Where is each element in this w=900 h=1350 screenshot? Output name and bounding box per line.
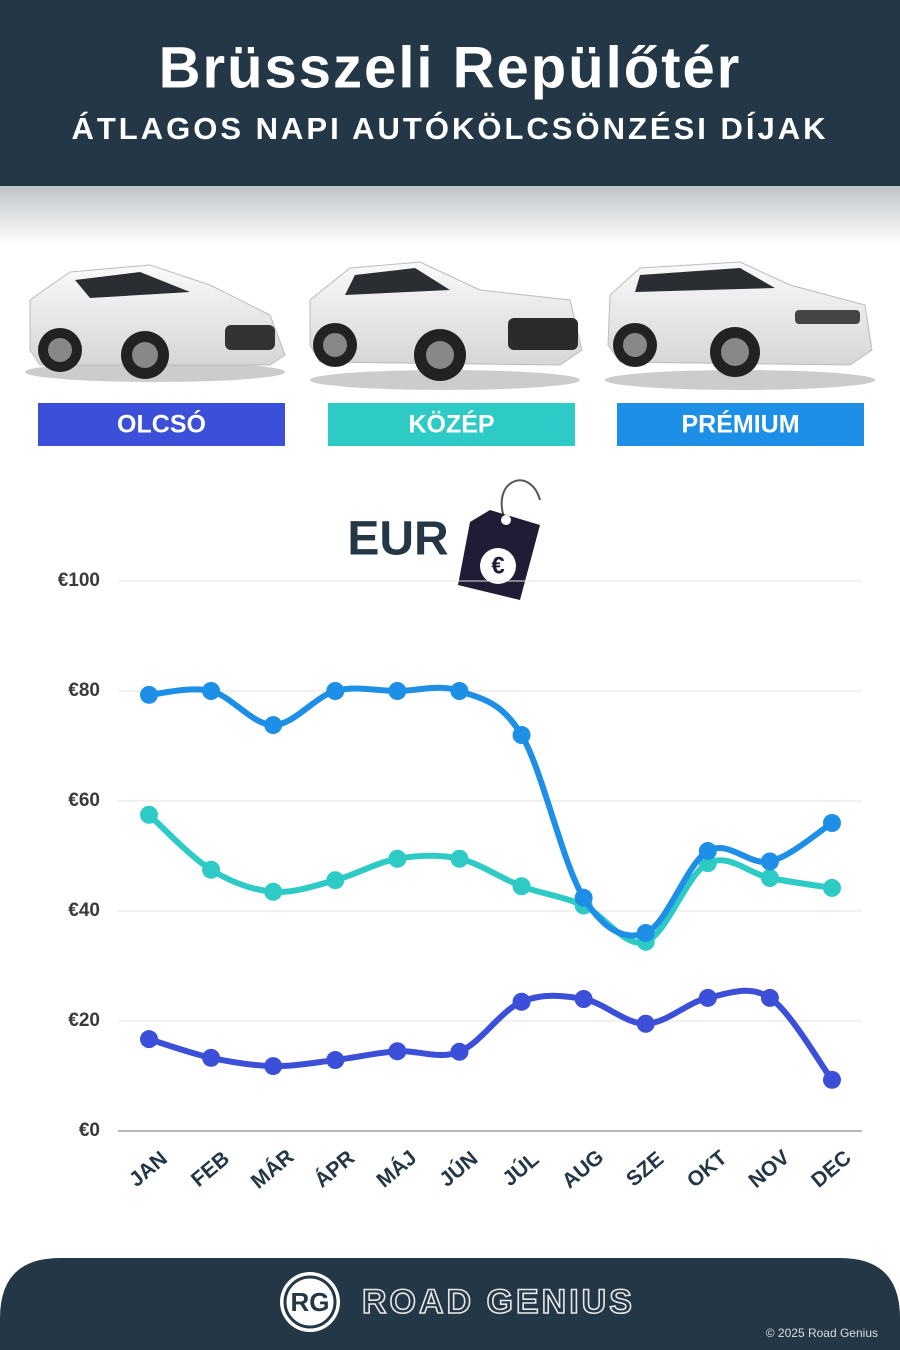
series-line	[146, 684, 835, 939]
x-tick-label: JÚL	[498, 1147, 544, 1191]
unit-label: EUR	[347, 513, 448, 566]
header-band	[0, 0, 900, 186]
logo-ring	[283, 1275, 337, 1329]
series-line	[146, 811, 835, 946]
data-point	[450, 682, 469, 700]
x-tick-label: JÚN	[435, 1146, 483, 1191]
data-point	[140, 1030, 158, 1049]
x-tick-label: DEC	[807, 1146, 856, 1192]
legend-label: PRÉMIUM	[681, 410, 799, 439]
y-tick-label: €60	[68, 790, 100, 811]
data-point	[574, 888, 593, 907]
data-point	[264, 716, 283, 735]
header-shadow	[0, 186, 900, 246]
x-tick-label: JAN	[125, 1147, 172, 1192]
data-point	[823, 878, 841, 897]
data-point	[823, 1070, 841, 1089]
copyright: © 2025 Road Genius	[766, 1326, 878, 1340]
car-premium	[605, 261, 875, 390]
data-point	[760, 852, 779, 871]
data-point	[698, 988, 717, 1007]
data-point	[202, 860, 221, 879]
data-point	[512, 726, 531, 744]
title: Brüsszeli Repülőtér	[159, 35, 742, 100]
series-line	[146, 987, 835, 1083]
price-tag: €	[458, 479, 541, 600]
data-point	[388, 849, 407, 868]
subtitle: ÁTLAGOS NAPI AUTÓKÖLCSÖNZÉSI DÍJAK	[71, 110, 828, 146]
legend-swatch	[328, 403, 575, 446]
y-tick-label: €20	[68, 1010, 100, 1031]
data-point	[326, 682, 345, 700]
data-point	[326, 871, 345, 890]
y-tick-label: €40	[68, 900, 100, 921]
data-point	[450, 849, 469, 868]
plot: OLCSÓ KÖZÉP PRÉMIUM €0 €20 €40 €60 €80 €100 JAN FE…	[38, 403, 864, 1193]
x-tick-label: FEB	[187, 1147, 234, 1192]
data-point	[450, 1042, 469, 1061]
data-point	[388, 1042, 407, 1061]
x-tick-label: OKT	[683, 1146, 732, 1192]
y-tick-label: €100	[58, 570, 100, 591]
x-tick-label: MÁR	[247, 1145, 298, 1193]
data-point	[636, 924, 655, 942]
x-tick-label: ÁPR	[310, 1146, 359, 1192]
x-tick-label: AUG	[558, 1145, 609, 1193]
legend-label: OLCSÓ	[117, 409, 206, 439]
footer-band	[0, 1258, 900, 1350]
currency-symbol: €	[491, 552, 504, 579]
data-point	[264, 882, 283, 901]
x-tick-label: MÁJ	[372, 1146, 421, 1192]
data-point	[264, 1057, 283, 1076]
data-point	[512, 992, 531, 1011]
data-point	[140, 685, 158, 704]
data-point	[388, 682, 407, 700]
brand-name: ROAD GENIUS	[362, 1283, 635, 1321]
legend-swatch	[38, 403, 285, 446]
data-point	[760, 988, 779, 1007]
data-point	[202, 682, 221, 700]
logo-circle	[280, 1272, 340, 1332]
legend-label: KÖZÉP	[408, 410, 494, 439]
data-point	[636, 1014, 655, 1033]
legend-swatch	[617, 403, 864, 446]
data-point	[202, 1048, 221, 1067]
x-tick-label: SZE	[622, 1147, 668, 1191]
data-point	[823, 814, 841, 832]
data-point	[574, 990, 593, 1008]
car-economy	[25, 264, 286, 382]
x-tick-label: NOV	[744, 1146, 794, 1193]
car-mid	[309, 261, 583, 390]
logo-text: RG	[291, 1287, 330, 1317]
y-tick-label: €80	[68, 680, 100, 701]
data-point	[698, 842, 717, 861]
data-point	[326, 1051, 345, 1070]
y-tick-label: €0	[79, 1120, 100, 1141]
data-point	[512, 877, 531, 896]
data-point	[140, 805, 158, 824]
data-point	[760, 869, 779, 887]
